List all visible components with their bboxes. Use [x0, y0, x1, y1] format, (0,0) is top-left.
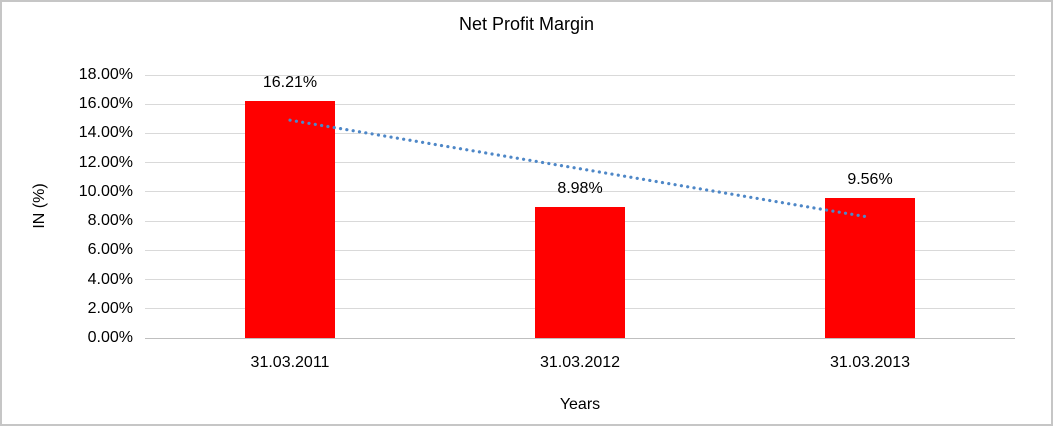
gridline: [145, 74, 1015, 76]
y-tick-label: 2.00%: [87, 299, 133, 317]
y-tick-label: 8.00%: [87, 212, 133, 230]
x-tick-label: 31.03.2012: [539, 354, 621, 371]
y-tick-label: 6.00%: [87, 241, 133, 259]
y-tick-label: 4.00%: [87, 270, 133, 288]
x-tick-label: 31.03.2011: [250, 354, 330, 371]
y-tick-label: 16.00%: [78, 95, 133, 113]
bar-data-label: 8.98%: [557, 179, 603, 197]
chart-title: Net Profit Margin: [458, 14, 595, 34]
y-tick-label: 0.00%: [87, 329, 133, 346]
gridline: [145, 103, 1015, 105]
bar-data-label: 9.56%: [847, 171, 893, 189]
bar: [245, 101, 335, 338]
bar-data-label: 16.21%: [262, 74, 318, 92]
y-tick-label: 14.00%: [78, 124, 133, 142]
y-tick-label: 12.00%: [78, 153, 133, 171]
y-tick-label: 10.00%: [78, 182, 133, 200]
bar: [825, 198, 915, 338]
y-tick-label: 18.00%: [78, 66, 133, 83]
x-tick-label: 31.03.2013: [829, 354, 911, 371]
bar: [535, 206, 625, 338]
x-axis-title: Years: [559, 396, 601, 413]
gridline: [145, 337, 1015, 339]
